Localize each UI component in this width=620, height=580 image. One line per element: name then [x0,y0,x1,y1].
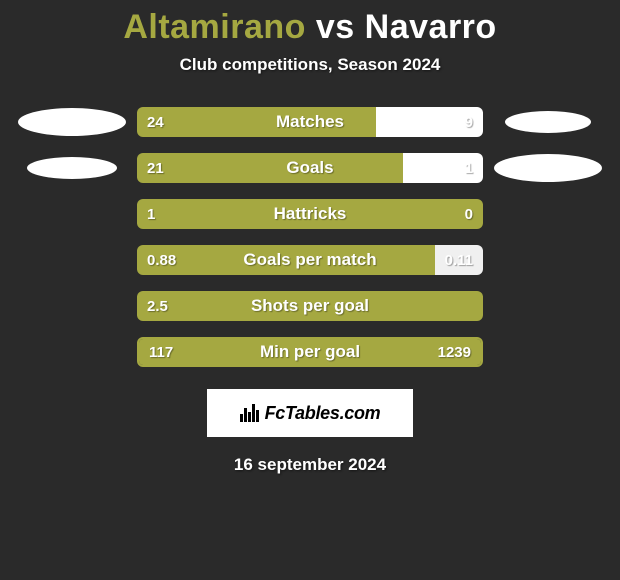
player2-ellipse-icon [505,111,591,133]
stat-bar: Goals211 [137,153,483,183]
player2-ellipse-icon [494,154,602,182]
stat-bar-right-segment [403,153,483,183]
branding-badge: FcTables.com [207,389,413,437]
stat-bar-left-segment [137,245,435,275]
stat-row: Goals per match0.880.11 [7,237,613,283]
stats-list: Matches249 Goals211 Hattricks10 Goals per m… [7,99,613,375]
stat-bar-left-segment [139,339,173,365]
stat-bar: Hattricks10 [137,199,483,229]
stat-bar: Shots per goal2.5 [137,291,483,321]
stat-bar-left-segment [137,199,483,229]
stat-row-right [483,191,613,237]
stat-row-left [7,99,137,145]
stat-row: Matches249 [7,99,613,145]
stat-bar-left-segment [137,107,376,137]
stat-row-left [7,237,137,283]
bars-icon [240,404,259,422]
stat-row: Goals211 [7,145,613,191]
subtitle: Club competitions, Season 2024 [180,55,441,75]
stat-row-left [7,329,137,375]
comparison-infographic: Altamirano vs Navarro Club competitions,… [0,0,620,475]
stat-row: Shots per goal2.5 [7,283,613,329]
player1-ellipse-icon [27,157,117,179]
title-separator: vs [316,8,355,46]
player2-name: Navarro [365,8,497,46]
stat-row: Hattricks10 [7,191,613,237]
stat-row-left [7,145,137,191]
branding-text: FcTables.com [265,403,381,424]
stat-bar: Min per goal1171239 [137,337,483,367]
stat-row-right [483,237,613,283]
page-title: Altamirano vs Navarro [123,8,496,47]
stat-row-left [7,283,137,329]
stat-row-right [483,329,613,375]
stat-row: Min per goal1171239 [7,329,613,375]
stat-row-right [483,283,613,329]
stat-bar-right-segment [173,339,481,365]
stat-bar-right-segment [376,107,483,137]
stat-bar-left-segment [137,153,403,183]
player1-ellipse-icon [18,108,126,136]
stat-row-left [7,191,137,237]
stat-bar: Matches249 [137,107,483,137]
stat-bar-left-segment [137,291,483,321]
player1-name: Altamirano [123,8,306,46]
stat-row-right [483,145,613,191]
stat-row-right [483,99,613,145]
date-text: 16 september 2024 [234,455,386,475]
stat-bar: Goals per match0.880.11 [137,245,483,275]
stat-bar-right-segment [435,245,483,275]
